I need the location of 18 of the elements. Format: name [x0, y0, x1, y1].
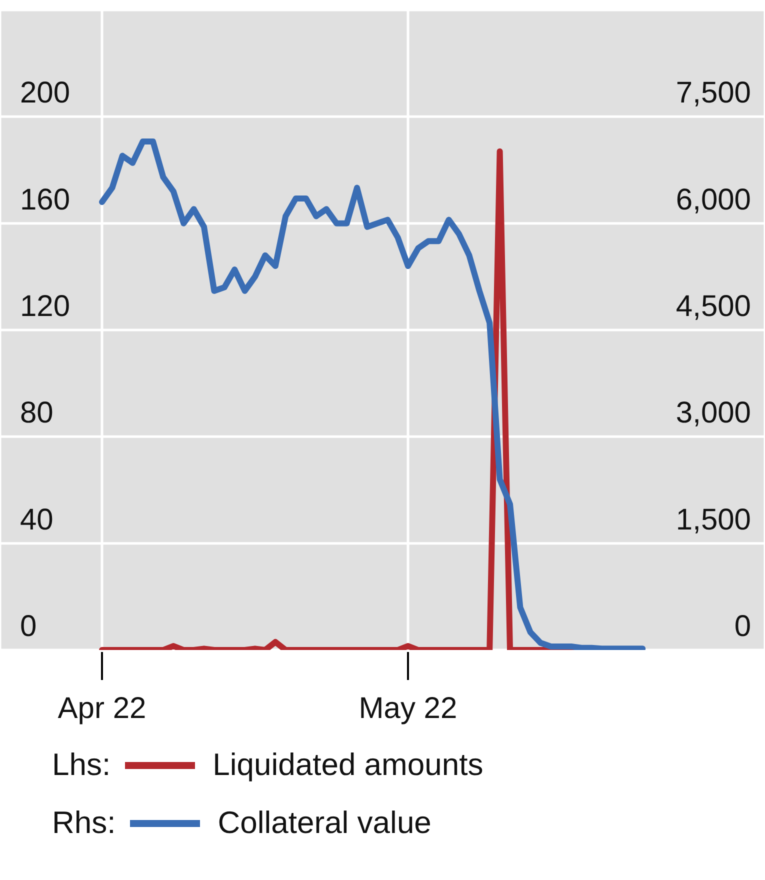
text: Rhs: [52, 805, 116, 841]
text: Lhs: [52, 747, 111, 783]
x-tick-label: May 22 [358, 692, 458, 725]
y-tick-label: 120 [20, 290, 70, 323]
y-tick-label: 200 [20, 76, 70, 110]
legend-label: Liquidated amounts [212, 747, 484, 783]
y2-tick-label: 0 [734, 610, 751, 643]
y2-tick-label: 3,000 [676, 396, 751, 430]
y2-tick-label: 7,500 [676, 76, 751, 110]
y2-tick-label: 4,500 [676, 290, 751, 323]
y-tick-label: 40 [20, 503, 54, 536]
legend-label: Collateral value [218, 805, 432, 841]
y2-tick-label: 1,500 [676, 503, 751, 536]
x-tick-label: Apr 22 [58, 692, 146, 725]
y2-tick-label: 6,000 [676, 183, 751, 216]
y-tick-label: 0 [20, 610, 37, 643]
y-tick-label: 160 [20, 183, 70, 216]
y-tick-label: 80 [20, 396, 54, 430]
